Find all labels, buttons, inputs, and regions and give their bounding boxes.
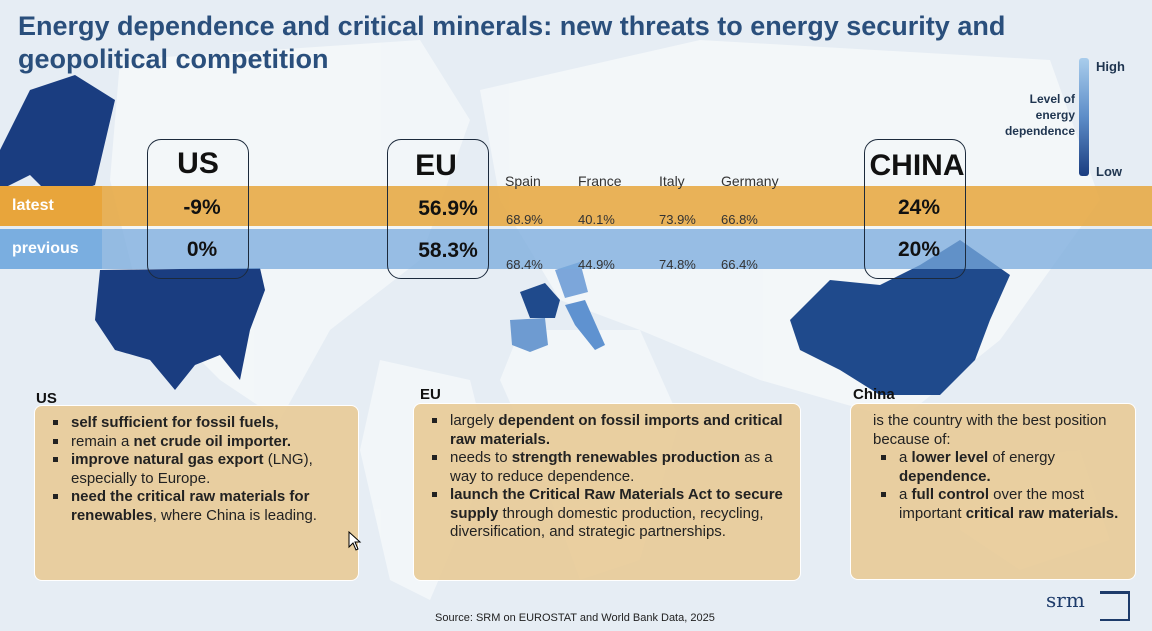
us-heading: US <box>177 147 219 180</box>
bullet-item: improve natural gas export (LNG), especi… <box>45 451 348 488</box>
text: (LNG), especially to Europe. <box>71 451 313 487</box>
eu-card: largely dependent on fossil imports and … <box>413 403 801 581</box>
bold-text: self sufficient for fossil fuels, <box>71 414 279 431</box>
bullet-item: a lower level of energy dependence. <box>873 449 1125 486</box>
text: largely <box>450 412 499 429</box>
eu-heading: EU <box>415 149 457 182</box>
text: , where China is leading. <box>152 506 317 524</box>
italy-previous: 74.8% <box>659 257 696 272</box>
bold-text: need the critical raw materials for rene… <box>71 488 310 524</box>
eu-latest: 56.9% <box>418 197 478 220</box>
bold-text: net crude oil importer. <box>133 432 292 450</box>
country-italy: Italy <box>659 173 685 189</box>
text: of energy <box>988 449 1055 466</box>
country-france: France <box>578 173 622 189</box>
bold-text: lower level <box>911 449 989 466</box>
page-title: Energy dependence and critical minerals:… <box>18 11 1006 74</box>
china-card-heading: China <box>853 386 895 403</box>
us-card-heading: US <box>36 390 57 407</box>
china-card-intro: is the country with the best position be… <box>873 412 1107 448</box>
italy-latest: 73.9% <box>659 212 696 227</box>
legend-low: Low <box>1096 164 1122 179</box>
germany-previous: 66.4% <box>721 257 758 272</box>
previous-row: previous <box>0 229 1152 269</box>
srm-logo: srm <box>1046 588 1136 624</box>
text: through domestic production, recycling, … <box>450 504 764 541</box>
country-germany: Germany <box>721 173 779 189</box>
bold-text: launch the Critical Raw Materials Act to… <box>450 486 783 522</box>
bold-text: critical raw materials. <box>965 504 1119 522</box>
us-card: self sufficient for fossil fuels, remain … <box>34 405 359 581</box>
us-previous: 0% <box>186 238 218 261</box>
legend-high: High <box>1096 59 1125 74</box>
latest-label: latest <box>0 186 102 226</box>
germany-latest: 66.8% <box>721 212 758 227</box>
text: a <box>899 486 912 503</box>
latest-row: latest <box>0 186 1152 226</box>
china-previous: 20% <box>897 238 941 261</box>
text: over the most important <box>899 486 1085 522</box>
bold-text: full control <box>911 486 990 503</box>
source-note: Source: SRM on EUROSTAT and World Bank D… <box>435 612 715 624</box>
france-latest: 40.1% <box>578 212 615 227</box>
mouse-cursor-icon <box>348 531 362 551</box>
germany-shape <box>555 262 588 298</box>
china-latest: 24% <box>897 196 941 219</box>
bullet-item: need the critical raw materials for rene… <box>45 488 348 525</box>
previous-label: previous <box>0 229 102 269</box>
france-previous: 44.9% <box>578 257 615 272</box>
bullet-item: launch the Critical Raw Materials Act to… <box>424 486 790 542</box>
bullet-item: a full control over the most important c… <box>873 486 1125 523</box>
spain-latest: 68.9% <box>506 212 543 227</box>
italy-shape <box>565 300 605 350</box>
china-card: is the country with the best position be… <box>850 403 1136 580</box>
us-latest: -9% <box>183 196 221 219</box>
us-box <box>147 139 249 279</box>
spain-shape <box>510 318 548 352</box>
bullet-item: remain a net crude oil importer. <box>45 433 348 452</box>
bullet-item: needs to strength renewables production … <box>424 449 790 486</box>
bullet-item: largely dependent on fossil imports and … <box>424 412 790 449</box>
legend-gradient-bar <box>1079 58 1089 176</box>
legend-label: Level of energy dependence <box>1004 92 1075 138</box>
text: as a way to reduce dependence. <box>450 449 773 485</box>
eu-card-heading: EU <box>420 386 441 403</box>
bold-text: dependent on fossil imports and critical… <box>450 412 783 448</box>
us-shape <box>95 268 265 390</box>
france-shape <box>520 283 560 318</box>
china-box <box>864 139 966 279</box>
text: remain a <box>71 432 134 450</box>
text: needs to <box>450 449 512 466</box>
eu-previous: 58.3% <box>418 239 478 262</box>
spain-previous: 68.4% <box>506 257 543 272</box>
eu-box <box>387 139 489 279</box>
alaska-shape <box>0 75 115 200</box>
china-shape <box>790 240 1010 395</box>
country-spain: Spain <box>505 173 541 189</box>
bold-text: improve natural gas export <box>71 451 264 468</box>
china-heading: CHINA <box>869 149 965 182</box>
text: a <box>899 449 912 466</box>
dependence-legend: High Level of energy dependence Low <box>1000 56 1150 186</box>
bold-text: strength renewables production <box>511 449 741 466</box>
bold-text: dependence. <box>899 467 991 485</box>
bullet-item: self sufficient for fossil fuels, <box>45 414 348 433</box>
